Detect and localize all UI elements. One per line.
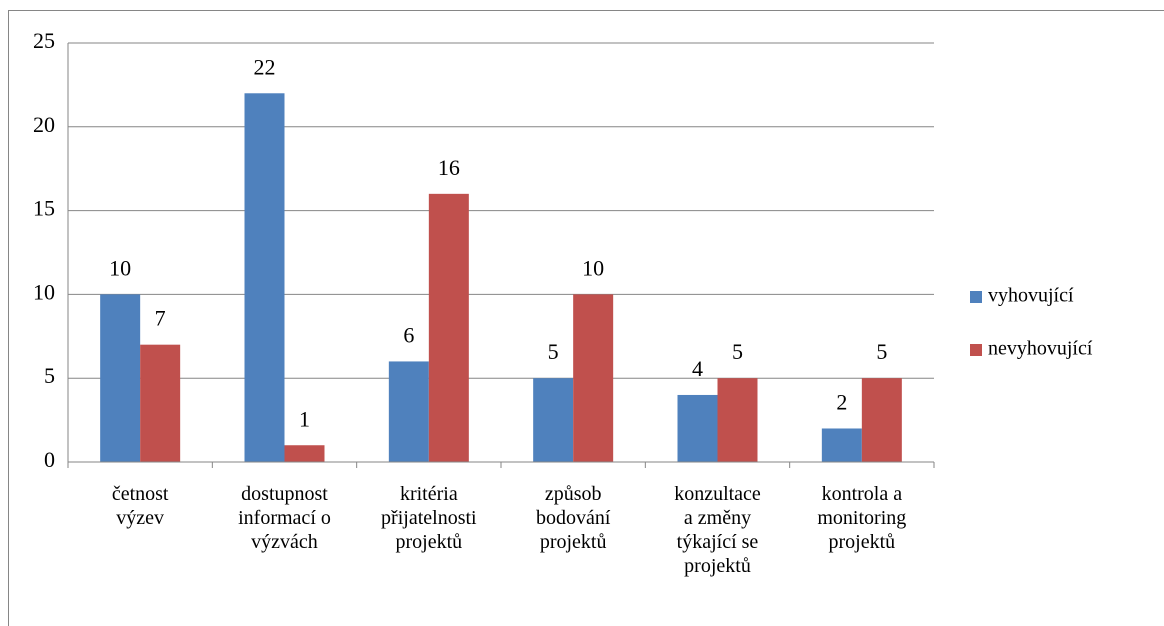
y-tick-label: 10 xyxy=(33,279,55,304)
value-label: 7 xyxy=(155,306,166,331)
value-label: 1 xyxy=(299,406,310,431)
value-label: 10 xyxy=(582,255,604,280)
value-label: 16 xyxy=(438,155,460,180)
bar xyxy=(284,445,325,462)
x-tick-label: kritéria přijatelnosti projektů xyxy=(381,483,477,553)
bar xyxy=(717,378,758,462)
value-label: 6 xyxy=(403,322,414,347)
value-label: 4 xyxy=(692,356,703,381)
legend-swatch xyxy=(970,291,982,303)
legend-label: nevyhovující xyxy=(988,338,1093,360)
x-tick-label: způsob bodování projektů xyxy=(535,483,611,553)
legend-label: vyhovující xyxy=(988,285,1074,307)
x-tick-label: dostupnost informací o výzvách xyxy=(238,483,331,553)
bar xyxy=(533,378,574,462)
y-tick-label: 20 xyxy=(33,112,55,137)
value-label: 22 xyxy=(254,54,276,79)
bar xyxy=(677,394,718,462)
value-label: 2 xyxy=(836,390,847,415)
bar xyxy=(861,378,902,462)
x-tick-label: konzultace a změny týkající se projektů xyxy=(674,483,761,577)
y-tick-label: 5 xyxy=(44,363,55,388)
y-tick-label: 0 xyxy=(44,447,55,472)
bar xyxy=(573,294,614,462)
bar xyxy=(388,361,429,462)
y-tick-label: 15 xyxy=(33,196,55,221)
bar xyxy=(140,344,181,462)
bar xyxy=(100,294,141,462)
value-label: 5 xyxy=(732,339,743,364)
x-tick-label: četnost výzev xyxy=(111,483,169,529)
value-label: 5 xyxy=(876,339,887,364)
bar xyxy=(244,93,285,462)
bar xyxy=(821,428,862,462)
y-tick-label: 25 xyxy=(33,28,55,53)
bar xyxy=(428,193,469,462)
value-label: 10 xyxy=(109,255,131,280)
value-label: 5 xyxy=(548,339,559,364)
x-tick-label: kontrola a monitoring projektů xyxy=(817,483,907,553)
legend-swatch xyxy=(970,344,982,356)
